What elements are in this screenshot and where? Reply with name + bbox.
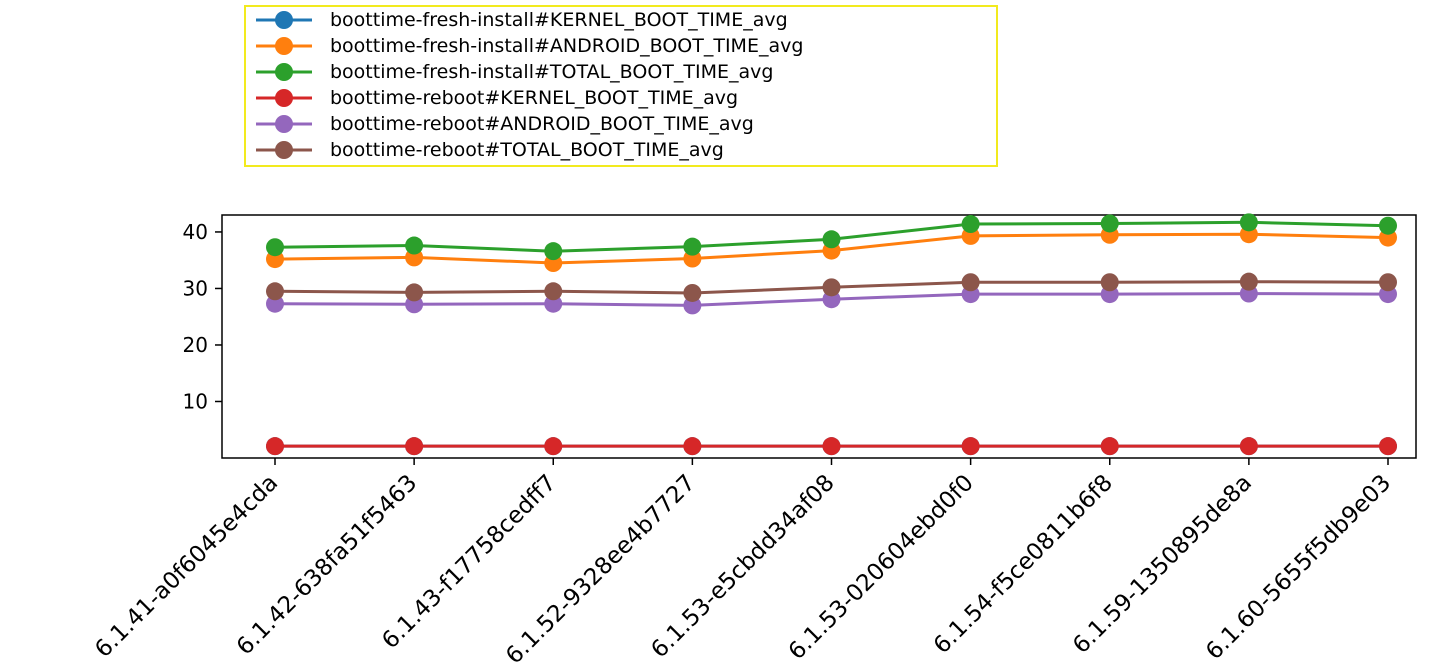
series — [266, 213, 1397, 261]
plot-area — [221, 214, 1417, 459]
legend-marker-swatch — [275, 11, 293, 29]
legend-label: boottime-reboot#TOTAL_BOOT_TIME_avg — [330, 139, 724, 161]
data-point — [683, 296, 702, 315]
data-point — [961, 215, 980, 234]
data-point — [544, 437, 563, 456]
legend-label: boottime-reboot#KERNEL_BOOT_TIME_avg — [330, 87, 738, 109]
data-point — [1100, 273, 1119, 292]
data-point — [1239, 213, 1258, 232]
data-point — [544, 242, 563, 261]
legend-marker-swatch — [275, 37, 293, 55]
data-point — [961, 437, 980, 456]
legend-item: boottime-reboot#ANDROID_BOOT_TIME_avg — [256, 113, 754, 135]
data-point — [1379, 273, 1397, 292]
series-group — [266, 213, 1397, 456]
data-point — [1239, 437, 1258, 456]
legend-item: boottime-fresh-install#KERNEL_BOOT_TIME_… — [256, 9, 788, 31]
legend-item: boottime-fresh-install#TOTAL_BOOT_TIME_a… — [256, 61, 773, 83]
data-point — [1239, 272, 1258, 291]
y-tick-label: 40 — [183, 220, 208, 244]
legend-marker-swatch — [275, 141, 293, 159]
data-point — [544, 294, 563, 313]
series — [266, 272, 1397, 302]
legend-item: boottime-fresh-install#ANDROID_BOOT_TIME… — [256, 35, 803, 57]
data-point — [822, 278, 841, 297]
tick-labels: 102030406.1.41-a0f6045e4cda6.1.42-638fa5… — [90, 220, 1396, 666]
y-tick-label: 20 — [183, 333, 208, 357]
legend-label: boottime-fresh-install#TOTAL_BOOT_TIME_a… — [330, 61, 773, 83]
legend-marker-swatch — [275, 63, 293, 81]
legend-label: boottime-fresh-install#KERNEL_BOOT_TIME_… — [330, 9, 788, 31]
data-point — [266, 437, 284, 456]
data-point — [1100, 214, 1119, 233]
legend: boottime-fresh-install#KERNEL_BOOT_TIME_… — [244, 5, 998, 167]
legend-item: boottime-reboot#TOTAL_BOOT_TIME_avg — [256, 139, 724, 161]
data-point — [405, 236, 424, 255]
legend-label: boottime-reboot#ANDROID_BOOT_TIME_avg — [330, 113, 754, 135]
axes-frame — [221, 214, 1417, 459]
legend-marker-swatch — [275, 115, 293, 133]
data-point — [961, 273, 980, 292]
y-tick-label: 30 — [183, 276, 208, 300]
data-point — [822, 437, 841, 456]
legend-frame — [244, 5, 998, 167]
data-point — [266, 294, 284, 313]
data-point — [405, 283, 424, 302]
series — [266, 437, 1397, 456]
data-point — [1379, 437, 1397, 456]
legend-item: boottime-reboot#KERNEL_BOOT_TIME_avg — [256, 87, 738, 109]
data-point — [1379, 216, 1397, 235]
data-point — [683, 283, 702, 302]
data-point — [683, 437, 702, 456]
data-point — [405, 437, 424, 456]
y-tick-label: 10 — [183, 389, 208, 413]
data-point — [544, 282, 563, 301]
data-point — [683, 237, 702, 256]
data-point — [266, 238, 284, 257]
data-point — [266, 282, 284, 301]
data-point — [1100, 437, 1119, 456]
legend-label: boottime-fresh-install#ANDROID_BOOT_TIME… — [330, 35, 803, 57]
legend-marker-swatch — [275, 89, 293, 107]
data-point — [822, 230, 841, 249]
